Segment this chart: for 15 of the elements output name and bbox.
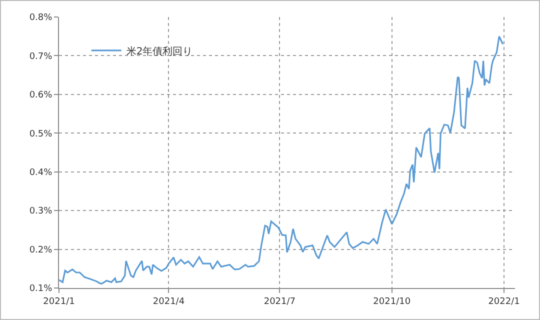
- y-tick-label: 0.5%: [29, 129, 53, 140]
- y-tick-label: 0.4%: [29, 168, 53, 178]
- y-tick-label: 0.1%: [29, 284, 53, 294]
- y-tick-label: 0.6%: [29, 90, 53, 101]
- y-tick-label: 0.8%: [29, 13, 53, 24]
- y-tick-label: 0.3%: [29, 206, 53, 217]
- x-tick-label: 2021/4: [152, 296, 185, 307]
- y-tick-label: 0.2%: [29, 245, 53, 256]
- x-tick-label: 2021/7: [264, 296, 296, 307]
- line-series: [59, 36, 504, 285]
- x-tick-label: 2021/1: [43, 296, 75, 307]
- y-tick-label: 0.7%: [29, 52, 53, 62]
- x-tick-label: 2021/10: [373, 296, 411, 307]
- legend-label: 米2年債利回り: [126, 45, 193, 58]
- x-tick-label: 2022/1: [488, 296, 520, 307]
